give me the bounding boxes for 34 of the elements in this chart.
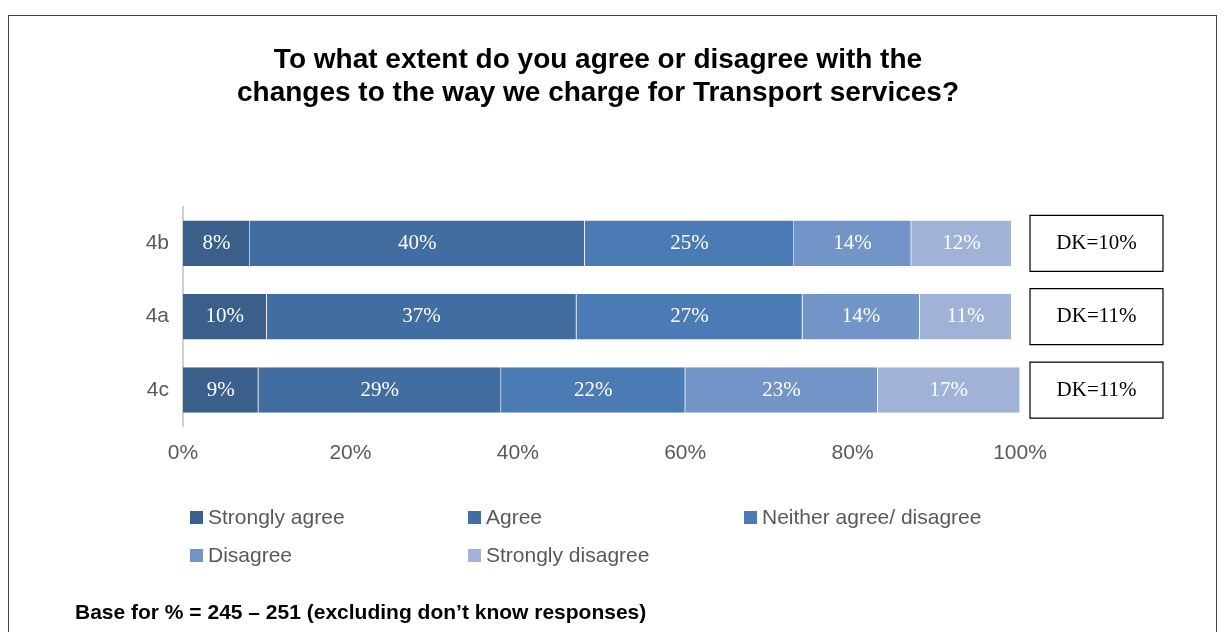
data-label: 23% xyxy=(762,376,801,401)
data-label: 8% xyxy=(202,229,231,254)
x-tick-label: 40% xyxy=(496,440,539,464)
x-tick-label: 60% xyxy=(664,440,707,464)
data-label: 22% xyxy=(573,376,613,401)
x-tick-label: 100% xyxy=(993,440,1047,464)
data-label: 17% xyxy=(929,376,969,401)
data-label: 29% xyxy=(360,376,399,401)
legend-label: Strongly agree xyxy=(208,505,345,529)
data-label: 25% xyxy=(670,229,709,254)
x-tick-label: 0% xyxy=(167,440,199,464)
legend-label: Agree xyxy=(486,505,543,529)
text: DK=11% xyxy=(1056,376,1137,401)
data-label: 27% xyxy=(670,303,709,328)
data-label: 10% xyxy=(205,303,245,328)
y-tick-label: 4c xyxy=(146,376,169,400)
chart-title: To what extent do you agree or disagree with the changes to the way we charge for Transport services? xyxy=(236,42,960,108)
text: Base for % = 245 – 251 (excluding don’t know responses) xyxy=(75,600,647,624)
text: DK=10% xyxy=(1056,229,1137,254)
data-label: 14% xyxy=(841,303,881,328)
data-label: 12% xyxy=(942,229,981,254)
legend-label: Disagree xyxy=(208,543,293,567)
data-label: 40% xyxy=(398,229,437,254)
text: DK=11% xyxy=(1056,303,1137,328)
x-tick-label: 20% xyxy=(329,440,372,464)
x-tick-label: 80% xyxy=(831,440,874,464)
data-label: 14% xyxy=(833,229,872,254)
data-label: 37% xyxy=(402,303,441,328)
data-label: 9% xyxy=(206,376,235,401)
y-tick-label: 4a xyxy=(145,303,170,327)
data-label: 11% xyxy=(946,303,985,328)
legend-label: Neither agree/ disagree xyxy=(762,505,982,529)
y-tick-label: 4b xyxy=(145,230,169,254)
legend-label: Strongly disagree xyxy=(486,543,650,567)
